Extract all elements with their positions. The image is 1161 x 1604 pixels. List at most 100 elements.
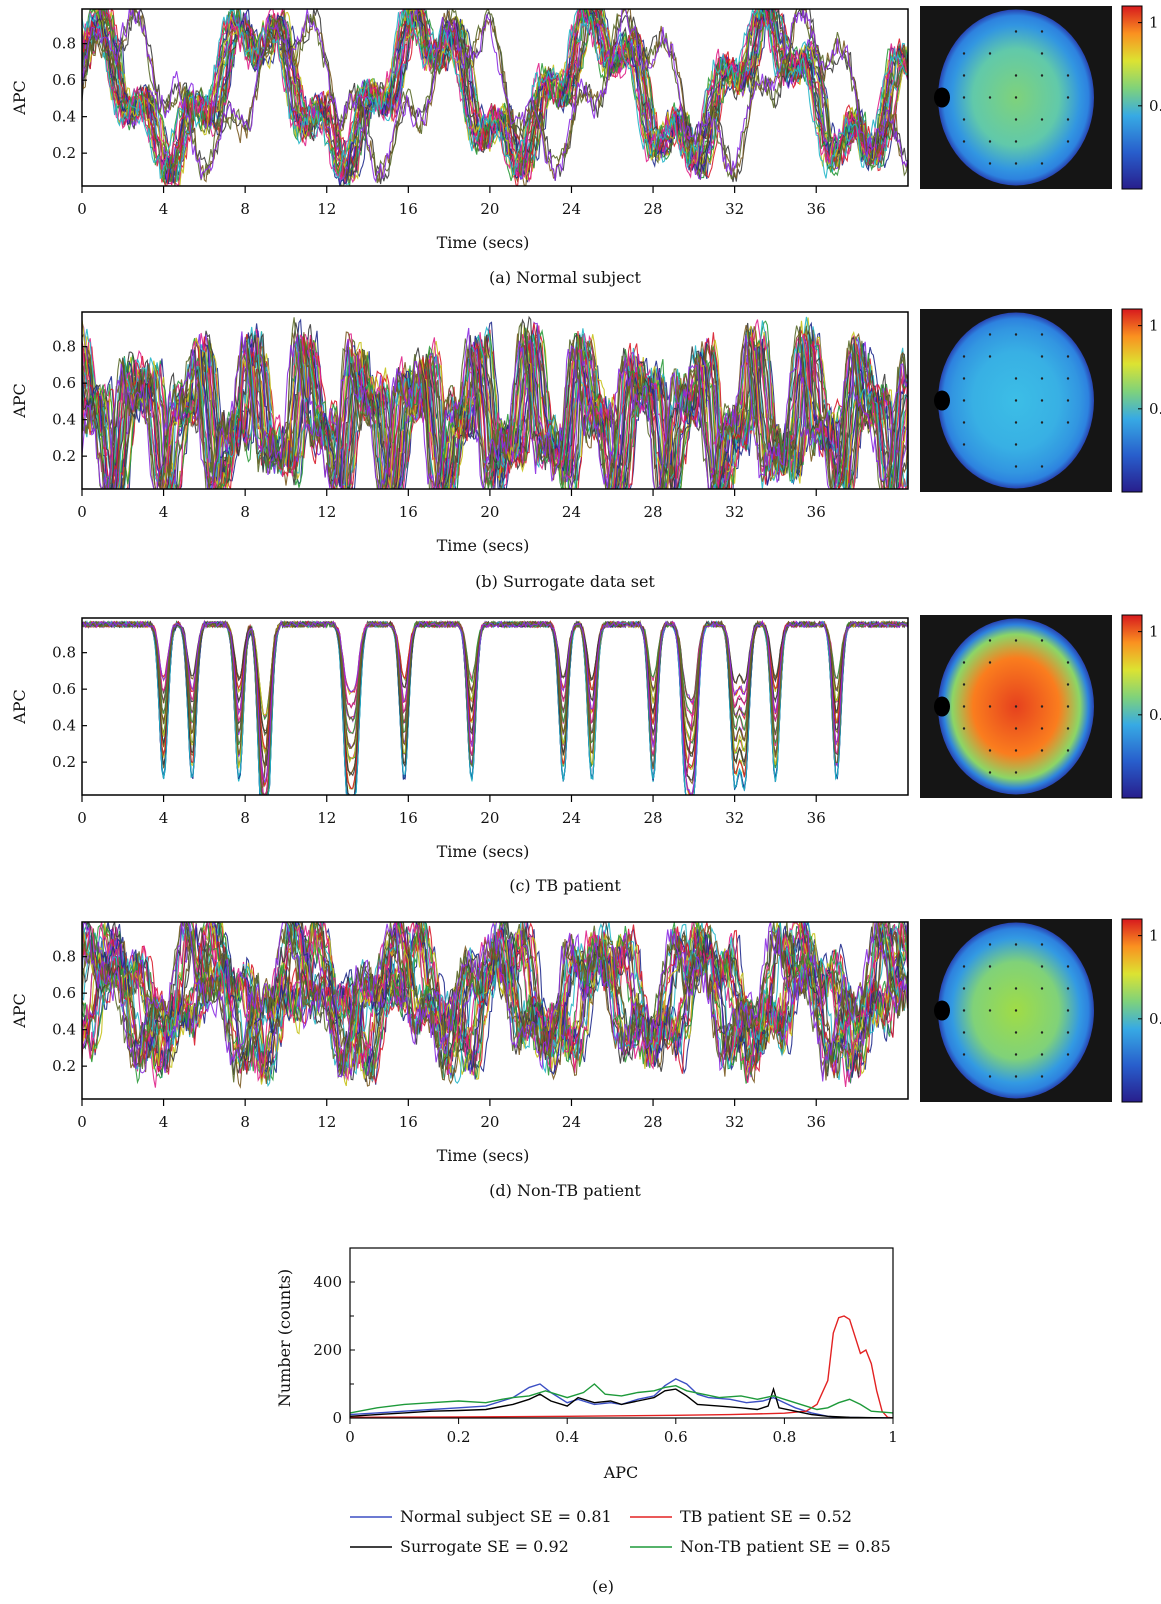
electrode-dot: [1066, 140, 1070, 143]
x-axis-label: APC: [603, 1463, 639, 1482]
electrode-dot: [1040, 705, 1044, 708]
series-line: [82, 922, 908, 1082]
x-tick-label: 32: [725, 200, 744, 218]
panel-caption: (d) Non-TB patient: [489, 1181, 641, 1200]
x-tick-label: 0.6: [664, 1428, 688, 1446]
x-axis-label: Time (secs): [437, 233, 530, 252]
electrode-dot: [1066, 1053, 1070, 1056]
reference-electrode-marker: [934, 87, 950, 108]
x-tick-label: 0.8: [772, 1428, 796, 1446]
electrode-dot: [1066, 377, 1070, 380]
x-tick-label: 0.4: [555, 1428, 579, 1446]
x-tick-label: 0: [345, 1428, 355, 1446]
series-line: [82, 922, 908, 1081]
y-axis-label: APC: [10, 689, 29, 725]
x-tick-label: 20: [480, 200, 499, 218]
y-tick-label: 0.8: [52, 338, 76, 356]
x-axis-label: Time (secs): [437, 1146, 530, 1165]
electrode-dot: [962, 1031, 966, 1034]
electrode-dot: [962, 74, 966, 77]
reference-electrode-marker: [934, 696, 950, 717]
legend-entry-tb: TB patient SE = 0.52: [680, 1507, 852, 1526]
y-axis-label: APC: [10, 993, 29, 1029]
y-tick-label: 0.6: [52, 71, 76, 89]
x-tick-label: 16: [399, 503, 418, 521]
electrode-dot: [962, 118, 966, 121]
electrode-dot: [988, 749, 992, 752]
electrode-dot: [962, 705, 966, 708]
x-tick-label: 24: [562, 503, 581, 521]
electrode-dot: [1014, 771, 1018, 774]
x-tick-label: 16: [399, 809, 418, 827]
electrode-dot: [1040, 118, 1044, 121]
electrode-dot: [1040, 377, 1044, 380]
x-tick-label: 4: [159, 503, 169, 521]
colorbar: [1121, 918, 1143, 1103]
series-group: [350, 1315, 893, 1418]
timeseries-panel-1: 0 4 8 12 16 20 24 28 32 36 0.2 0.4 0.6 0.8 Time (secs)…: [10, 5, 1161, 287]
electrode-dot: [1014, 377, 1018, 380]
series-line: [82, 318, 908, 489]
electrode-dot: [988, 987, 992, 990]
plot-frame: [81, 617, 909, 796]
topomap: 10.5: [920, 614, 1161, 799]
electrode-dot: [1066, 355, 1070, 358]
electrode-dot: [1066, 661, 1070, 664]
topomap: 10.5: [920, 918, 1161, 1103]
electrode-dot: [1040, 1053, 1044, 1056]
reference-electrode-marker: [934, 390, 950, 411]
x-tick-label: 20: [480, 503, 499, 521]
electrode-dot: [1040, 1031, 1044, 1034]
electrode-dot: [988, 1075, 992, 1078]
plot-frame: [81, 921, 909, 1100]
x-tick-label: 8: [240, 503, 250, 521]
electrode-dot: [962, 661, 966, 664]
colorbar: [1121, 308, 1143, 493]
electrode-dot: [1014, 1075, 1018, 1078]
electrode-dot: [1040, 965, 1044, 968]
timeseries-panel-3: 0 4 8 12 16 20 24 28 32 36 0.2 0.4 0.6 0.8 Time (secs)…: [10, 614, 1161, 895]
colorbar-tick-label: 0.5: [1149, 706, 1161, 724]
x-tick-label: 12: [317, 503, 336, 521]
x-tick-label: 36: [807, 1113, 826, 1131]
electrode-dot: [1066, 421, 1070, 424]
series-group: [82, 315, 908, 489]
colorbar-tick-label: 1: [1149, 14, 1159, 32]
electrode-dot: [1066, 1009, 1070, 1012]
series-line: [82, 327, 908, 489]
series-line: [82, 9, 908, 183]
series-group: [82, 619, 908, 795]
y-tick-label: 0: [332, 1409, 342, 1427]
electrode-dot: [1014, 943, 1018, 946]
electrode-dot: [988, 639, 992, 642]
y-tick-label: 0.4: [52, 717, 76, 735]
electrode-dot: [988, 705, 992, 708]
y-axis-label: APC: [10, 383, 29, 419]
x-tick-label: 24: [562, 809, 581, 827]
electrode-dot: [988, 355, 992, 358]
electrode-dot: [962, 965, 966, 968]
electrode-dot: [962, 355, 966, 358]
electrode-dot: [1040, 465, 1044, 468]
electrode-dot: [1014, 30, 1018, 33]
x-tick-label: 12: [317, 809, 336, 827]
electrode-dot: [962, 443, 966, 446]
x-tick-label: 4: [159, 1113, 169, 1131]
electrode-dot: [1040, 987, 1044, 990]
legend: Normal subject SE = 0.81 TB patient SE = …: [350, 1507, 891, 1556]
electrode-dot: [1066, 749, 1070, 752]
colorbar-tick-label: 0.5: [1149, 400, 1161, 418]
x-tick-label: 4: [159, 809, 169, 827]
series-line: [82, 9, 908, 184]
colorbar: [1121, 5, 1143, 190]
electrode-dot: [1066, 965, 1070, 968]
series-line: [82, 922, 908, 1083]
y-tick-label: 0.6: [52, 374, 76, 392]
electrode-dot: [1066, 118, 1070, 121]
electrode-dot: [1014, 749, 1018, 752]
electrode-dot: [1014, 727, 1018, 730]
series-line-tb: [350, 1315, 893, 1418]
colorbar-tick-label: 1: [1149, 317, 1159, 335]
electrode-dot: [1040, 52, 1044, 55]
electrode-dot: [1014, 639, 1018, 642]
